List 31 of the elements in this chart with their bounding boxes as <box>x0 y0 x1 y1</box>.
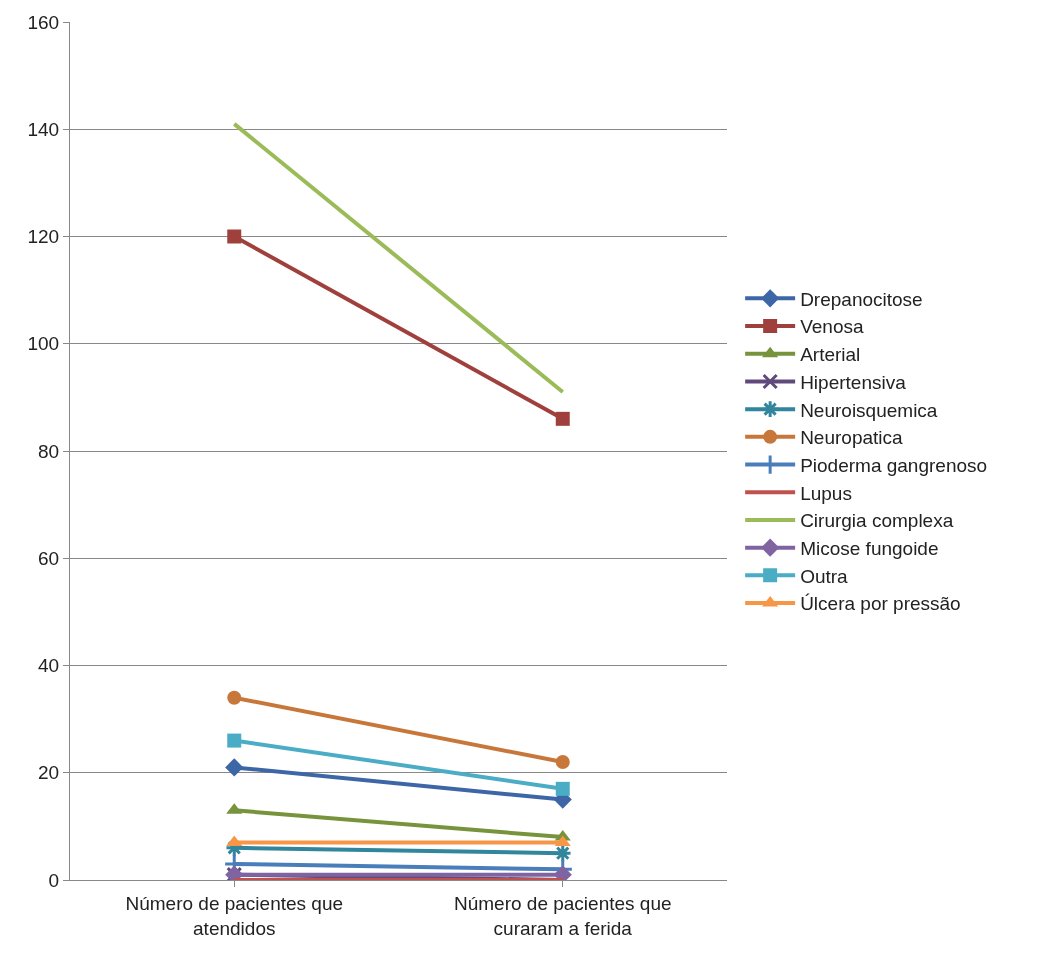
y-tick-label: 120 <box>27 226 60 248</box>
point <box>555 411 570 426</box>
point <box>227 690 242 705</box>
legend-label: Hipertensiva <box>800 371 907 393</box>
point <box>225 758 244 777</box>
y-tick-label: 140 <box>27 118 60 140</box>
legend-label: Venosa <box>800 316 864 338</box>
legend-label: Micose fungoide <box>800 538 939 560</box>
legend-label: Drepanocitose <box>800 288 923 310</box>
point <box>553 843 573 863</box>
point <box>227 229 242 244</box>
y-tick-label: 40 <box>38 655 60 677</box>
legend-label: Pioderma gangrenoso <box>800 454 988 476</box>
legend-label: Cirurgia complexa <box>800 510 954 532</box>
y-tick-label: 20 <box>38 762 60 784</box>
point <box>555 781 570 796</box>
x-tick-label: Número de pacientes que atendidos <box>125 892 344 939</box>
y-tick-label: 100 <box>27 333 60 355</box>
y-tick-label: 160 <box>27 11 60 33</box>
legend-label: Outra <box>800 565 849 587</box>
point <box>555 755 570 770</box>
y-tick-label: 80 <box>38 440 60 462</box>
legend-label: Lupus <box>800 482 852 504</box>
legend-label: Neuroisquemica <box>800 399 938 421</box>
y-tick-label: 60 <box>38 547 60 569</box>
legend-label: Arterial <box>800 344 861 366</box>
y-tick-label: 0 <box>48 869 60 891</box>
point <box>227 733 242 748</box>
x-tick-label: Número de pacientes que curaram a ferida <box>453 892 672 939</box>
legend-label: Úlcera por pressão <box>800 593 961 615</box>
legend-label: Neuropatica <box>800 427 904 449</box>
